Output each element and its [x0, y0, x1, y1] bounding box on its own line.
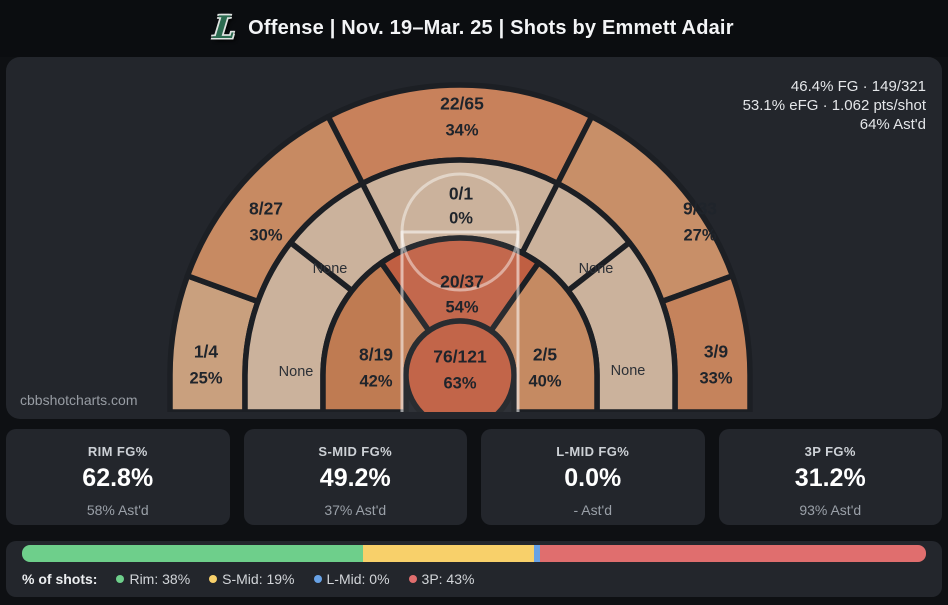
zone-smid-top-pct: 54%	[445, 298, 478, 316]
legend-item-label: 3P: 43%	[421, 571, 475, 587]
zone-lmid-baseline-right-value: None	[611, 363, 646, 379]
stat-card-lmid: L-MID FG% 0.0% - Ast'd	[481, 429, 705, 525]
legend-title: % of shots:	[22, 571, 98, 587]
zone-smid-left-value: 8/19	[359, 345, 393, 365]
3p-dot-icon	[408, 575, 417, 583]
stat-card-sub: 37% Ast'd	[324, 502, 387, 518]
zone-lmid-baseline-left-value: None	[279, 364, 314, 380]
zone-three-corner-right-pct: 33%	[699, 369, 732, 387]
zone-lmid-wing-right-value: None	[579, 261, 614, 277]
stat-card-label: RIM FG%	[87, 444, 148, 459]
summary-fg-line: 46.4% FG · 149/321	[790, 78, 926, 95]
zone-three-wing-right-value: 9/33	[683, 199, 717, 219]
bar-segment-rim	[22, 545, 364, 562]
stat-card-value: 0.0%	[564, 464, 622, 492]
watermark-link[interactable]: cbbshotcharts.com	[20, 392, 138, 408]
stat-card-rim: RIM FG% 62.8% 58% Ast'd	[6, 429, 230, 525]
zone-three-top-pct: 34%	[445, 121, 478, 139]
stat-card-value: 31.2%	[794, 464, 866, 492]
zone-three-corner-right-value: 3/9	[704, 342, 729, 362]
stat-card-sub: 58% Ast'd	[86, 502, 149, 518]
legend-item-lmid: L-Mid: 0%	[313, 571, 390, 587]
legend-item-label: S-Mid: 19%	[222, 571, 295, 587]
zone-lmid-top-pct: 0%	[449, 209, 473, 227]
smid-dot-icon	[209, 575, 218, 583]
zone-rim-pct: 63%	[443, 374, 476, 392]
zone-rim	[403, 318, 517, 412]
zone-three-wing-left-pct: 30%	[249, 226, 282, 244]
free-throw-lane-lines	[400, 172, 520, 412]
legend-item-label: L-Mid: 0%	[326, 571, 390, 587]
bar-segment-lmid	[534, 545, 540, 562]
zone-three-top-value: 22/65	[440, 94, 484, 114]
shot-distribution-panel: % of shots: Rim: 38% S-Mid: 19% L-Mid: 0…	[6, 541, 942, 597]
team-logo-icon: L	[212, 10, 239, 46]
bar-segment-smid	[363, 545, 535, 562]
bar-segment-3p	[539, 545, 926, 562]
stat-cards: RIM FG% 62.8% 58% Ast'd S-MID FG% 49.2% …	[6, 429, 942, 525]
stat-card-label: S-MID FG%	[318, 444, 393, 459]
shot-distribution-bar	[22, 545, 926, 562]
zone-rim-value: 76/121	[433, 347, 487, 367]
zone-three-corner-left-value: 1/4	[194, 342, 219, 362]
zone-lmid-wing-left-value: None	[313, 261, 348, 277]
zone-three-wing-left-value: 8/27	[249, 199, 283, 219]
legend-item-rim: Rim: 38%	[116, 571, 190, 587]
header: L Offense | Nov. 19–Mar. 25 | Shots by E…	[0, 0, 948, 57]
legend-item-label: Rim: 38%	[129, 571, 191, 587]
rim-dot-icon	[116, 575, 125, 583]
shot-distribution-legend: % of shots: Rim: 38% S-Mid: 19% L-Mid: 0…	[22, 571, 926, 587]
stat-card-value: 49.2%	[319, 464, 391, 492]
stat-card-3p: 3P FG% 31.2% 93% Ast'd	[718, 429, 942, 525]
zone-three-corner-left-pct: 25%	[189, 369, 222, 387]
shot-chart-svg: 22/65 34% 8/27 30% 9/33 27% 1/4 25% 3/9 …	[167, 82, 753, 412]
zone-smid-right-pct: 40%	[528, 372, 561, 390]
stat-card-sub: 93% Ast'd	[799, 502, 862, 518]
stat-card-label: 3P FG%	[804, 444, 856, 459]
lmid-dot-icon	[313, 575, 322, 583]
zone-smid-left-pct: 42%	[359, 372, 392, 390]
summary-astd-line: 64% Ast'd	[859, 116, 926, 133]
zone-smid-right-value: 2/5	[533, 345, 558, 365]
zone-smid-top-value: 20/37	[440, 272, 484, 292]
legend-item-3p: 3P: 43%	[408, 571, 475, 587]
summary-efg-line: 53.1% eFG · 1.062 pts/shot	[742, 97, 926, 114]
shot-chart-panel: 22/65 34% 8/27 30% 9/33 27% 1/4 25% 3/9 …	[6, 57, 942, 419]
stat-card-value: 62.8%	[82, 464, 154, 492]
page-title: Offense | Nov. 19–Mar. 25 | Shots by Emm…	[248, 17, 734, 39]
summary-stats: 46.4% FG · 149/321 53.1% eFG · 1.062 pts…	[743, 77, 926, 134]
zone-lmid-top-value: 0/1	[449, 184, 474, 204]
legend-item-smid: S-Mid: 19%	[209, 571, 295, 587]
stat-card-label: L-MID FG%	[556, 444, 630, 459]
stat-card-sub: - Ast'd	[573, 502, 612, 518]
zone-three-wing-right-pct: 27%	[683, 226, 716, 244]
stat-card-smid: S-MID FG% 49.2% 37% Ast'd	[243, 429, 467, 525]
